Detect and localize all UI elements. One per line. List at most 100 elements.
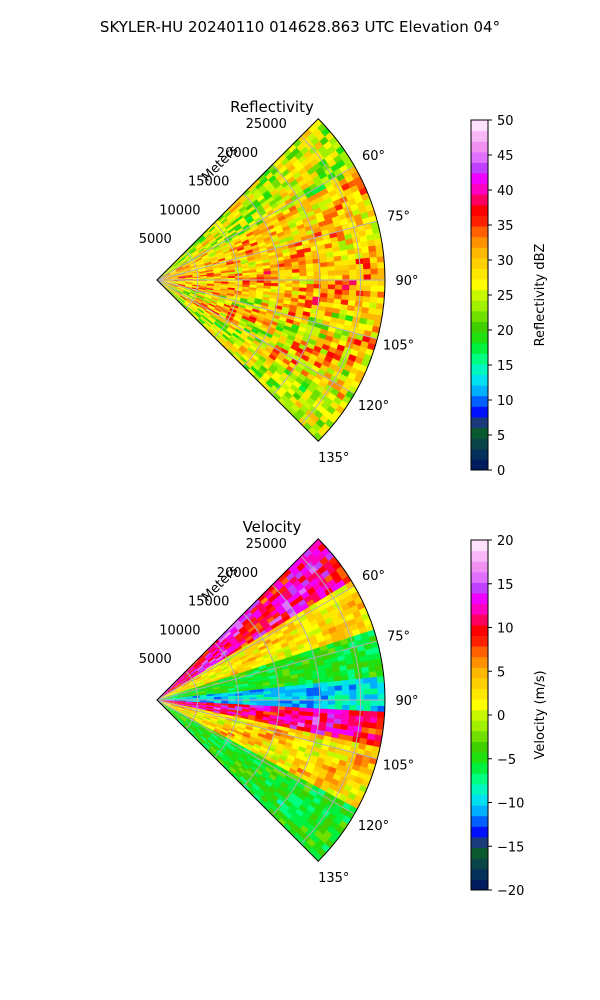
field-cell [172,714,179,721]
field-cell [267,306,276,312]
colorbar-swatch [471,363,488,376]
field-cell [217,645,226,653]
field-cell [182,723,190,730]
field-cell [176,689,185,693]
field-cell [234,239,243,246]
field-cell [213,220,222,228]
field-cell [242,313,251,319]
field-cell [317,244,326,251]
field-cell [222,653,231,660]
field-cell [210,258,219,263]
field-cell [292,182,302,192]
field-cell [192,693,200,696]
field-cell [246,254,255,259]
field-cell [239,319,248,326]
field-cell [224,236,233,243]
field-cell [263,285,272,290]
field-cell [216,254,225,259]
field-cell [309,800,319,810]
field-cell [198,708,207,712]
field-cell [259,667,268,673]
field-cell [207,250,216,256]
field-cell [167,709,174,715]
field-cell [280,190,290,199]
field-cell [334,704,343,711]
field-cell [211,312,220,318]
field-cell [243,730,252,737]
field-cell [247,716,256,722]
field-cell [174,263,182,269]
field-cell [307,194,317,203]
field-cell [237,613,246,622]
field-cell [186,298,194,304]
field-cell [227,289,236,293]
field-cell [252,633,261,641]
field-cell [265,369,274,378]
field-cell [296,610,306,619]
field-cell [178,718,185,725]
field-cell [238,767,247,775]
field-cell [277,683,286,688]
field-cell [256,194,266,203]
field-cell [234,271,243,275]
field-cell [213,245,222,252]
field-cell [306,166,317,176]
field-cell [167,685,174,691]
field-cell [176,688,184,692]
field-cell [309,754,319,762]
field-cell [178,702,186,704]
field-cell [207,317,216,324]
field-cell [233,736,242,743]
field-cell [207,236,216,243]
field-cell [284,379,294,389]
field-cell [275,211,285,219]
field-cell [348,295,357,302]
field-cell [171,697,179,699]
field-cell [266,208,275,217]
field-cell [205,246,214,252]
field-cell [171,277,179,279]
field-cell [224,673,233,679]
field-cell [239,654,248,661]
field-cell [278,596,288,605]
field-cell [277,273,286,278]
field-cell [275,378,285,388]
colorbar-tick-label: 20 [497,324,514,339]
field-cell [306,695,315,701]
field-cell [249,282,258,286]
field-cell [190,264,198,269]
field-cell [339,244,348,252]
field-cell [223,221,232,229]
field-cell [171,695,179,698]
field-cell [325,667,334,674]
field-cell [231,302,240,307]
field-cell [247,625,256,634]
field-cell [230,669,239,675]
field-cell [259,247,268,253]
field-cell [248,266,257,271]
field-cell [170,704,178,708]
field-cell [284,265,293,271]
field-cell [213,701,222,704]
field-cell [278,621,288,630]
field-cell [327,261,336,268]
field-cell [213,704,222,707]
field-cell [314,599,325,608]
field-cell [231,221,240,228]
field-cell [296,329,306,337]
field-cell [163,696,172,699]
field-cell [211,648,219,656]
field-cell [292,591,302,600]
field-cell [298,711,307,717]
field-cell [249,287,258,291]
field-cell [219,647,227,655]
field-cell [193,240,200,247]
field-cell [198,689,207,693]
field-cell [226,240,235,247]
field-cell [251,246,261,252]
field-cell [197,308,205,314]
field-cell [243,226,252,233]
field-cell [231,752,240,760]
field-cell [263,688,272,692]
field-cell [199,285,208,289]
